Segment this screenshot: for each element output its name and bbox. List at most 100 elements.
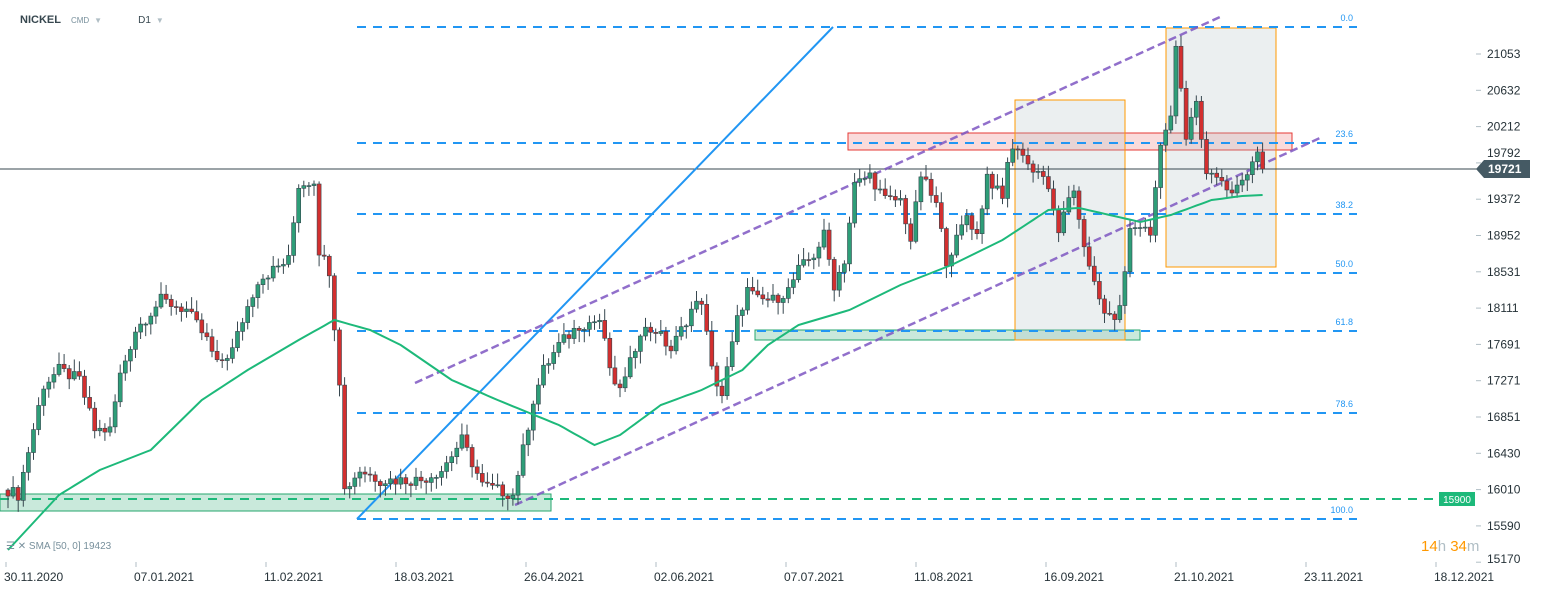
candle-body [362, 471, 368, 475]
close-icon[interactable]: ✕ [17, 541, 27, 552]
candle-body [245, 306, 250, 323]
candle-body [495, 484, 500, 487]
symbol-name[interactable]: NICKEL [20, 14, 61, 26]
candle-body [10, 487, 16, 497]
candle-body [1183, 87, 1189, 140]
x-tick-label: 26.04.2021 [524, 570, 584, 584]
current-price-label: 19721 [1488, 162, 1522, 176]
candle-body [408, 483, 414, 486]
candle-body [92, 407, 97, 432]
candle-body [1081, 219, 1087, 248]
candle-body [556, 342, 562, 353]
candle-body [597, 320, 602, 323]
candle-body [321, 254, 327, 257]
candle-body [265, 277, 271, 280]
candle-body [893, 196, 898, 201]
candle-body [1250, 161, 1255, 175]
candle-body [984, 173, 990, 210]
candle-body [332, 275, 337, 331]
fib-label: 78.6 [1335, 399, 1353, 409]
candle-body [1209, 172, 1214, 175]
candle-body [1097, 281, 1102, 300]
candle-body [1102, 298, 1107, 314]
x-tick-label: 11.08.2021 [914, 570, 973, 584]
candle-body [551, 352, 557, 364]
x-tick-label: 23.11.2021 [1304, 570, 1363, 584]
candle-body [377, 481, 383, 486]
candle-body [490, 482, 495, 486]
support-zone [0, 493, 552, 512]
y-tick-label: 15590 [1487, 519, 1521, 533]
candle-body [683, 325, 689, 328]
candle-body [1143, 226, 1148, 229]
timer-hours: 14 [1421, 538, 1438, 555]
y-tick-label: 19792 [1487, 146, 1521, 160]
indicator-legend[interactable]: ☰ ✕ SMA [50, 0] 19423 [6, 541, 111, 552]
candle-body [1173, 45, 1179, 117]
x-tick-label: 07.07.2021 [784, 570, 844, 584]
candle-body [612, 367, 618, 385]
candle-body [750, 287, 755, 292]
candle-body [709, 330, 715, 367]
candle-body [1137, 227, 1143, 229]
candle-body [179, 306, 184, 312]
candle-body [673, 335, 679, 352]
candle-body [240, 322, 245, 332]
y-tick-label: 18952 [1487, 229, 1521, 243]
timeframe-select[interactable]: D1 [138, 14, 151, 26]
candle-body [1168, 115, 1174, 131]
candle-body [1066, 197, 1072, 213]
settings-icon[interactable]: ☰ [6, 541, 15, 552]
candle-body [72, 371, 77, 380]
timer-m: m [1466, 538, 1480, 555]
candle-body [337, 329, 342, 386]
chevron-down-icon[interactable]: ▼ [155, 15, 164, 25]
candle-body [286, 255, 291, 265]
candle-body [704, 304, 710, 332]
candle-body [357, 471, 363, 479]
candle-body [393, 478, 398, 485]
candle-body [296, 188, 302, 224]
fib-label: 50.0 [1335, 259, 1353, 269]
candle-body [775, 294, 781, 303]
candle-body [250, 297, 256, 307]
candle-body [826, 229, 832, 260]
candle-body [847, 222, 852, 265]
candle-body [918, 176, 924, 203]
candle-body [694, 300, 699, 310]
candle-body [1035, 171, 1041, 173]
candle-body [638, 335, 643, 352]
candle-body [979, 208, 985, 234]
candle-body [235, 331, 240, 348]
candle-body [454, 447, 460, 458]
candle-body [1020, 148, 1026, 156]
candle-body [745, 287, 750, 311]
channel-upper [414, 15, 1221, 385]
candle-body [281, 264, 286, 267]
candle-body [204, 332, 210, 338]
candle-body [938, 202, 944, 229]
candle-body [5, 489, 11, 497]
resistance-zone [847, 132, 1293, 151]
candle-body [479, 473, 485, 483]
y-tick-label: 19372 [1487, 192, 1521, 206]
candle-body [653, 332, 659, 334]
candle-body [82, 375, 87, 398]
candle-body [632, 351, 638, 358]
candle-body [464, 434, 470, 448]
candle-body [1005, 162, 1010, 199]
candle-body [1148, 226, 1153, 236]
candle-body [1071, 190, 1077, 198]
candle-body [56, 363, 62, 375]
candle-body [428, 477, 434, 483]
y-tick-label: 16010 [1487, 483, 1521, 497]
candle-body [474, 466, 480, 474]
chevron-down-icon[interactable]: ▼ [94, 15, 103, 25]
candle-body [77, 371, 82, 377]
candle-body [811, 257, 817, 261]
candle-body [1025, 155, 1031, 165]
candle-body [66, 368, 72, 380]
candle-body [112, 401, 118, 428]
candle-body [714, 365, 720, 387]
